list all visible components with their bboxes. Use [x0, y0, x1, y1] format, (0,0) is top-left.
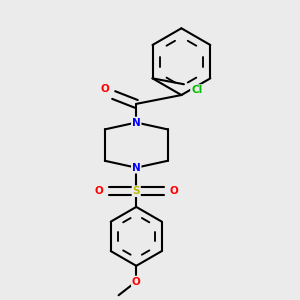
Text: O: O	[169, 186, 178, 196]
Text: S: S	[133, 186, 140, 196]
Text: N: N	[132, 163, 141, 173]
Text: N: N	[132, 118, 141, 128]
Text: O: O	[132, 277, 141, 286]
Text: O: O	[94, 186, 103, 196]
Text: O: O	[100, 84, 109, 94]
Text: Cl: Cl	[191, 85, 202, 95]
